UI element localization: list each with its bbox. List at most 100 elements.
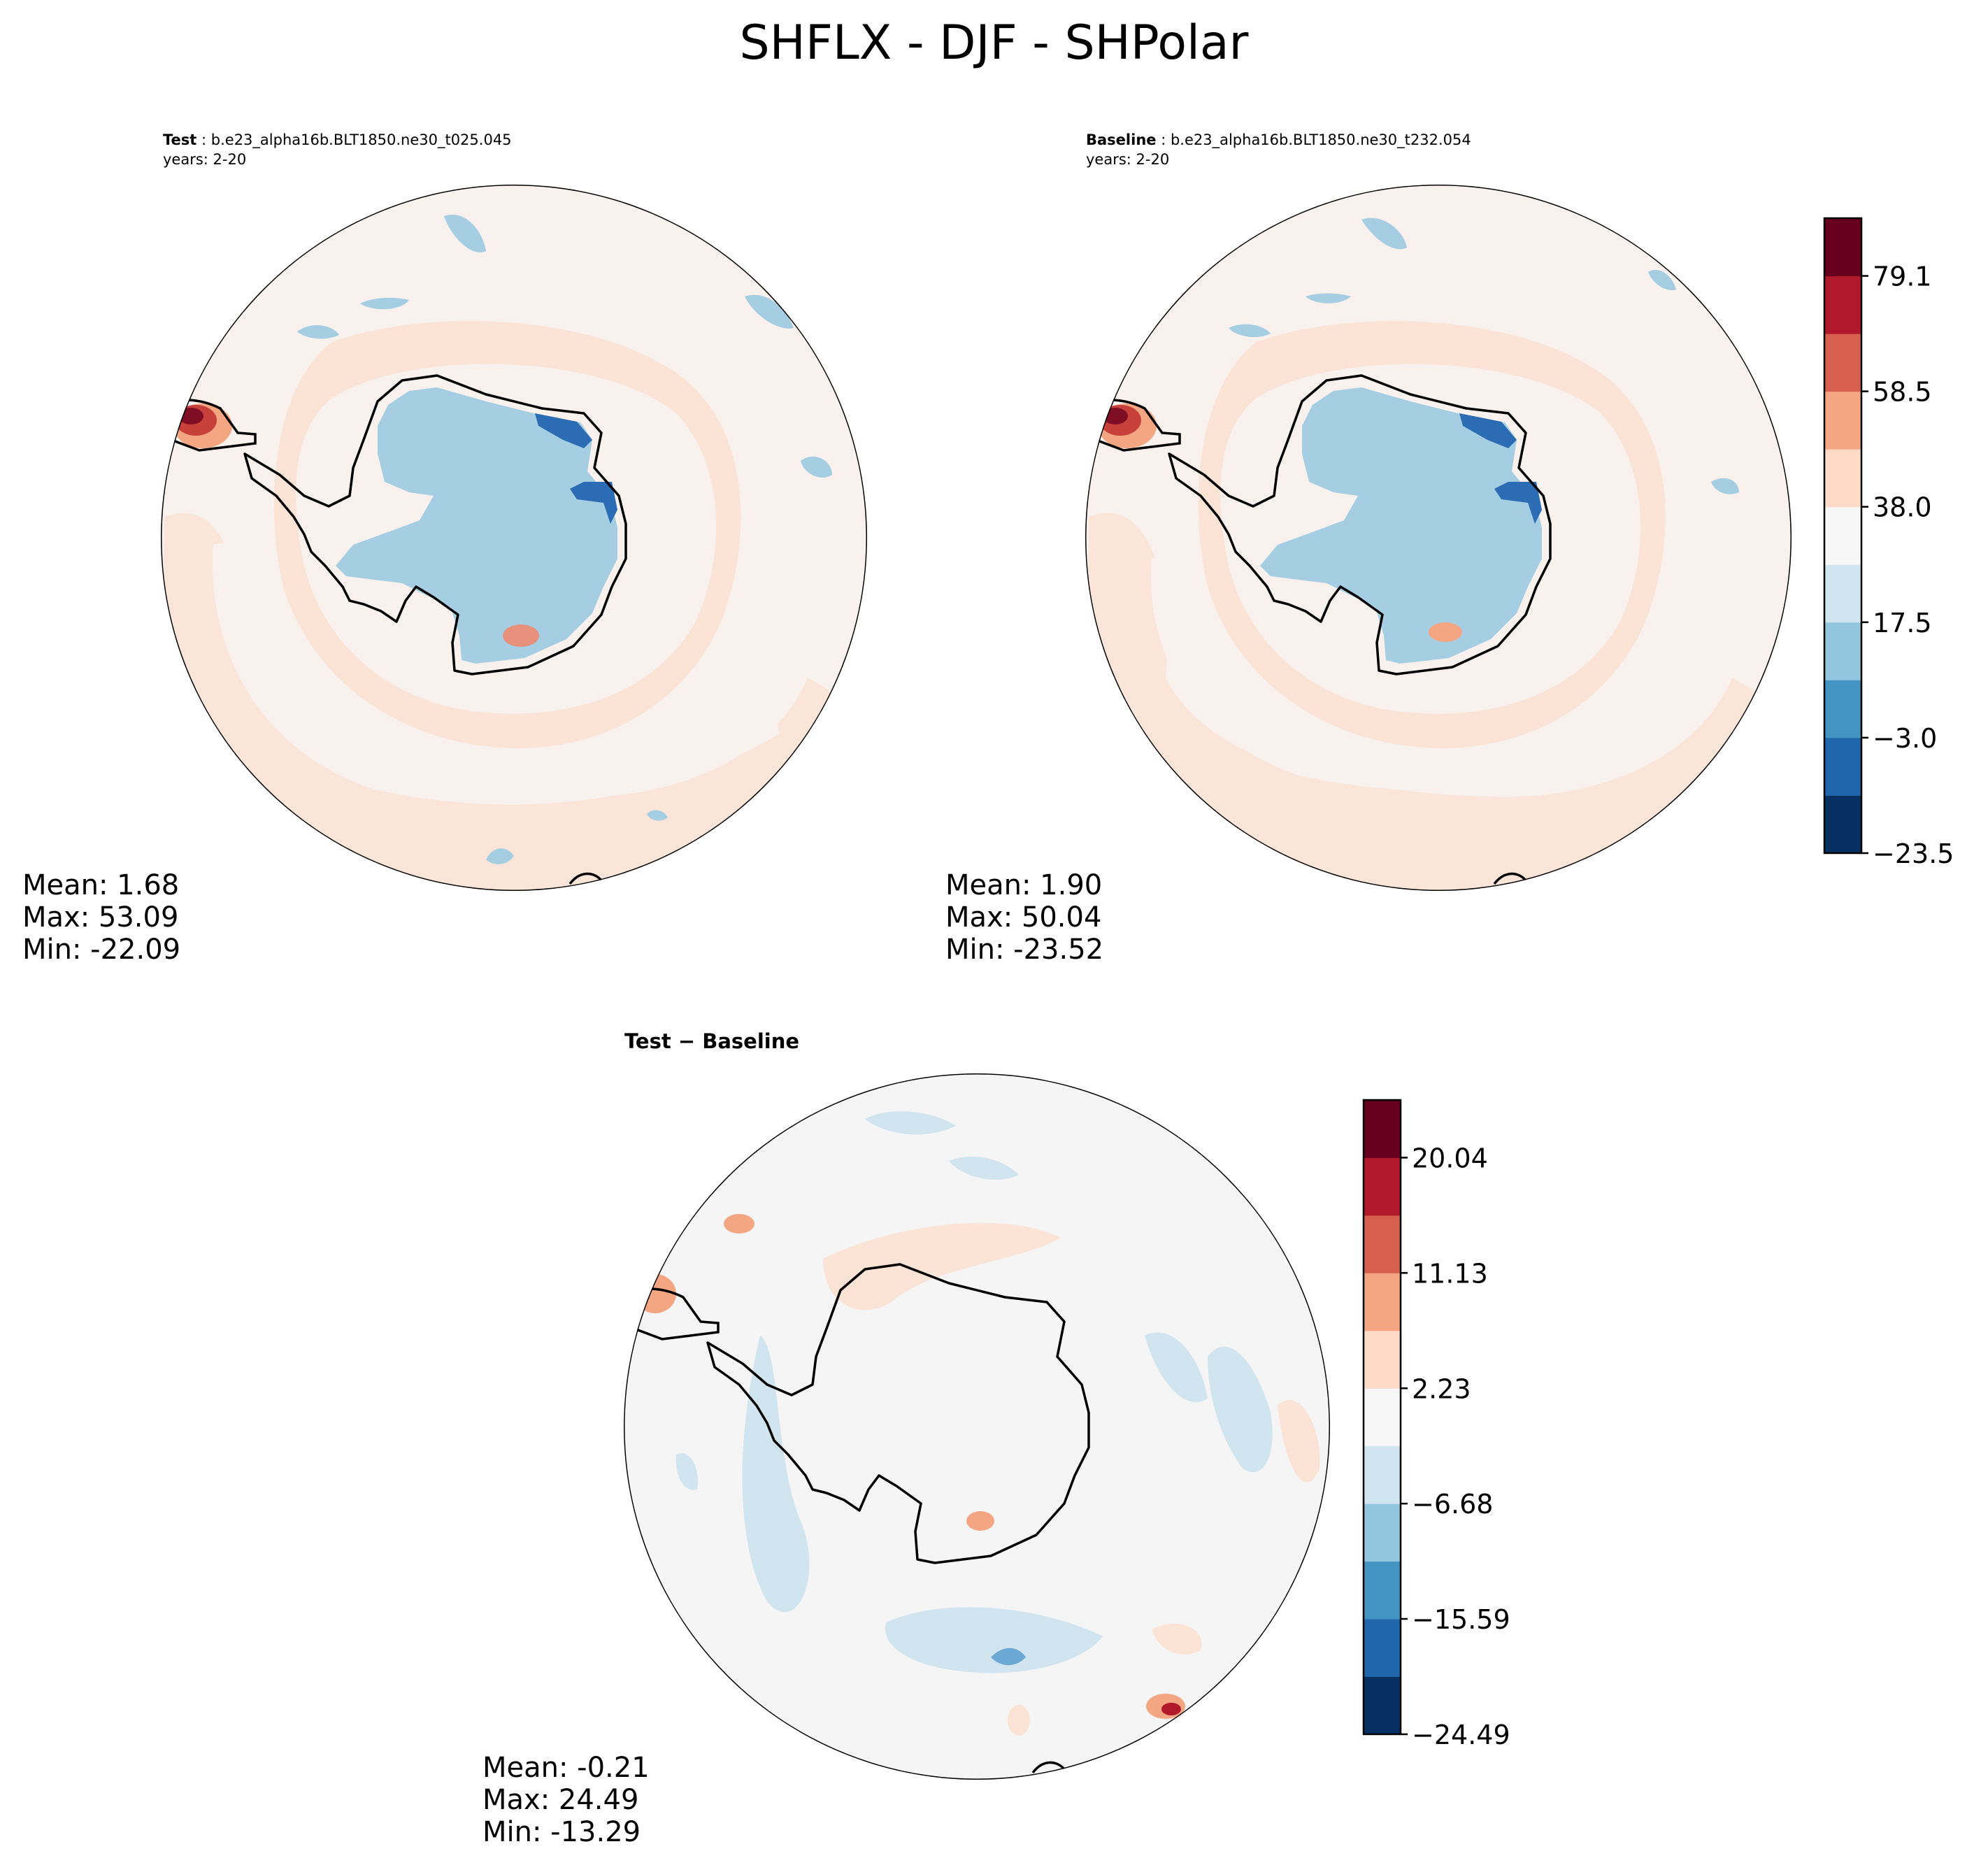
colorbar-main-tick-label: 17.5 — [1873, 608, 1932, 638]
baseline-field — [1085, 217, 1792, 891]
test-map — [161, 185, 867, 891]
test-stats: Mean: 1.68 Max: 53.09 Min: -22.09 — [22, 869, 180, 966]
colorbar-main-color-band — [1824, 680, 1861, 738]
colorbar-diff-tick-label: 11.13 — [1412, 1258, 1488, 1289]
test-nz-coastline — [568, 872, 603, 885]
test-cold-patch-5 — [801, 456, 832, 478]
baseline-warm-spot-ross — [1429, 622, 1462, 642]
test-min: Min: -22.09 — [22, 934, 181, 966]
colorbar-main: 79.1 58.5 38.0 17.5 −3.0 −23.5 — [1823, 217, 1954, 869]
diff-stats: Mean: -0.21 Max: 24.49 Min: -13.29 — [482, 1752, 650, 1848]
colorbar-main-tick-label: −3.0 — [1873, 723, 1937, 754]
colorbar-main-tick-label: −23.5 — [1873, 838, 1954, 869]
colorbar-main-color-band — [1824, 218, 1861, 277]
baseline-max: Max: 50.04 — [945, 901, 1102, 934]
test-cold-patch-3 — [360, 297, 409, 310]
baseline-warm-spot-core — [1103, 408, 1128, 424]
colorbar-diff-color-band — [1364, 1676, 1401, 1735]
diff-mean: Mean: -0.21 — [482, 1752, 650, 1784]
colorbar-main-color-band — [1824, 795, 1861, 854]
diff-cool-patch-south — [885, 1607, 1103, 1673]
diff-cool-core-south — [991, 1648, 1026, 1666]
colorbar-main-color-band — [1824, 622, 1861, 680]
colorbar-diff-color-band — [1364, 1157, 1401, 1216]
figure-title: SHFLX - DJF - SHPolar — [739, 15, 1249, 71]
colorbar-diff-color-band — [1364, 1503, 1401, 1562]
test-mean: Mean: 1.68 — [22, 869, 180, 901]
test-warm-outer — [161, 513, 867, 891]
test-label: Test — [163, 131, 197, 148]
diff-warm-patch-east — [1278, 1400, 1320, 1482]
colorbar-diff-color-band — [1364, 1561, 1401, 1620]
diff-warm-core-se — [1161, 1703, 1181, 1715]
colorbar-main-color-band — [1824, 737, 1861, 796]
colorbar-diff: 20.04 11.13 2.23 −6.68 −15.59 −24.49 — [1362, 1099, 1510, 1750]
colorbar-main-color-band — [1824, 276, 1861, 334]
baseline-years: years: 2-20 — [1086, 151, 1170, 168]
baseline-case: b.e23_alpha16b.BLT1850.ne30_t232.054 — [1170, 131, 1471, 148]
baseline-cold-patch-5 — [1711, 478, 1739, 494]
diff-warm-patch-north — [823, 1222, 1061, 1310]
diff-cool-patch-north — [865, 1111, 956, 1135]
diff-title: Test − Baseline — [624, 1029, 800, 1053]
colorbar-diff-color-band — [1364, 1273, 1401, 1331]
colorbar-main-tick-label: 58.5 — [1873, 377, 1932, 408]
colorbar-diff-frame — [1362, 1099, 1402, 1736]
diff-cool-patch-west2 — [675, 1453, 698, 1490]
diff-max: Max: 24.49 — [482, 1784, 639, 1816]
diff-cool-patch-west — [742, 1336, 810, 1613]
baseline-neutral-band — [1150, 552, 1697, 791]
diff-warm-spot-sa — [634, 1274, 676, 1313]
colorbar-main-color-band — [1824, 506, 1861, 565]
colorbar-main-tick-label: 38.0 — [1873, 492, 1932, 523]
baseline-map — [1085, 185, 1792, 891]
colorbar-main-color-band — [1824, 391, 1861, 450]
diff-nz-coastline — [1031, 1761, 1066, 1774]
baseline-nz-coastline — [1493, 872, 1527, 885]
baseline-mean: Mean: 1.90 — [945, 869, 1103, 901]
colorbar-diff-tick-label: −6.68 — [1412, 1489, 1493, 1520]
baseline-label: Baseline — [1086, 131, 1157, 148]
baseline-min: Min: -23.52 — [945, 934, 1104, 966]
test-field — [161, 215, 867, 891]
test-cold-patch-7 — [647, 810, 668, 821]
diff-cool-patch-east — [1145, 1332, 1208, 1403]
baseline-cold-patch-4 — [1648, 269, 1676, 290]
test-header: Test : b.e23_alpha16b.BLT1850.ne30_t025.… — [163, 131, 512, 168]
diff-map — [624, 1073, 1330, 1780]
diff-cool-patch-north2 — [949, 1156, 1019, 1180]
test-years: years: 2-20 — [163, 151, 247, 168]
test-warm-spot-ross — [503, 624, 539, 647]
test-cold-patch-2 — [297, 324, 339, 339]
colorbar-main-tick-label: 79.1 — [1873, 262, 1932, 292]
diff-background — [624, 1073, 1330, 1780]
test-neutral-band — [212, 538, 780, 805]
colorbar-main-color-band — [1824, 564, 1861, 623]
baseline-cold-patch-3 — [1306, 293, 1351, 303]
colorbar-diff-color-band — [1364, 1388, 1401, 1447]
colorbar-main-color-band — [1824, 334, 1861, 392]
diff-warm-patch-se — [1152, 1623, 1202, 1655]
colorbar-diff-color-band — [1364, 1100, 1401, 1158]
diff-min: Min: -13.29 — [482, 1816, 641, 1848]
colorbar-diff-tick-label: −24.49 — [1412, 1720, 1510, 1750]
diff-cool-patch-east2 — [1208, 1346, 1273, 1473]
test-case: b.e23_alpha16b.BLT1850.ne30_t025.045 — [210, 131, 512, 148]
baseline-cold-patch-2 — [1229, 324, 1271, 338]
test-max: Max: 53.09 — [22, 901, 179, 934]
baseline-stats: Mean: 1.90 Max: 50.04 Min: -23.52 — [945, 869, 1103, 966]
colorbar-diff-color-band — [1364, 1619, 1401, 1678]
test-cold-patch-1 — [444, 215, 486, 252]
colorbar-diff-color-band — [1364, 1445, 1401, 1504]
diff-warm-patch-south — [1008, 1705, 1030, 1736]
colorbar-diff-tick-label: 20.04 — [1412, 1143, 1488, 1173]
diff-warm-spot-nw — [724, 1214, 755, 1234]
test-warm-spot-core — [178, 408, 203, 424]
baseline-warm-outer — [1085, 513, 1792, 891]
baseline-cold-patch-1 — [1361, 217, 1407, 250]
colorbar-diff-color-band — [1364, 1215, 1401, 1273]
diff-field — [624, 1111, 1320, 1774]
test-cold-patch-4 — [745, 294, 794, 329]
baseline-header: Baseline : b.e23_alpha16b.BLT1850.ne30_t… — [1086, 131, 1471, 168]
